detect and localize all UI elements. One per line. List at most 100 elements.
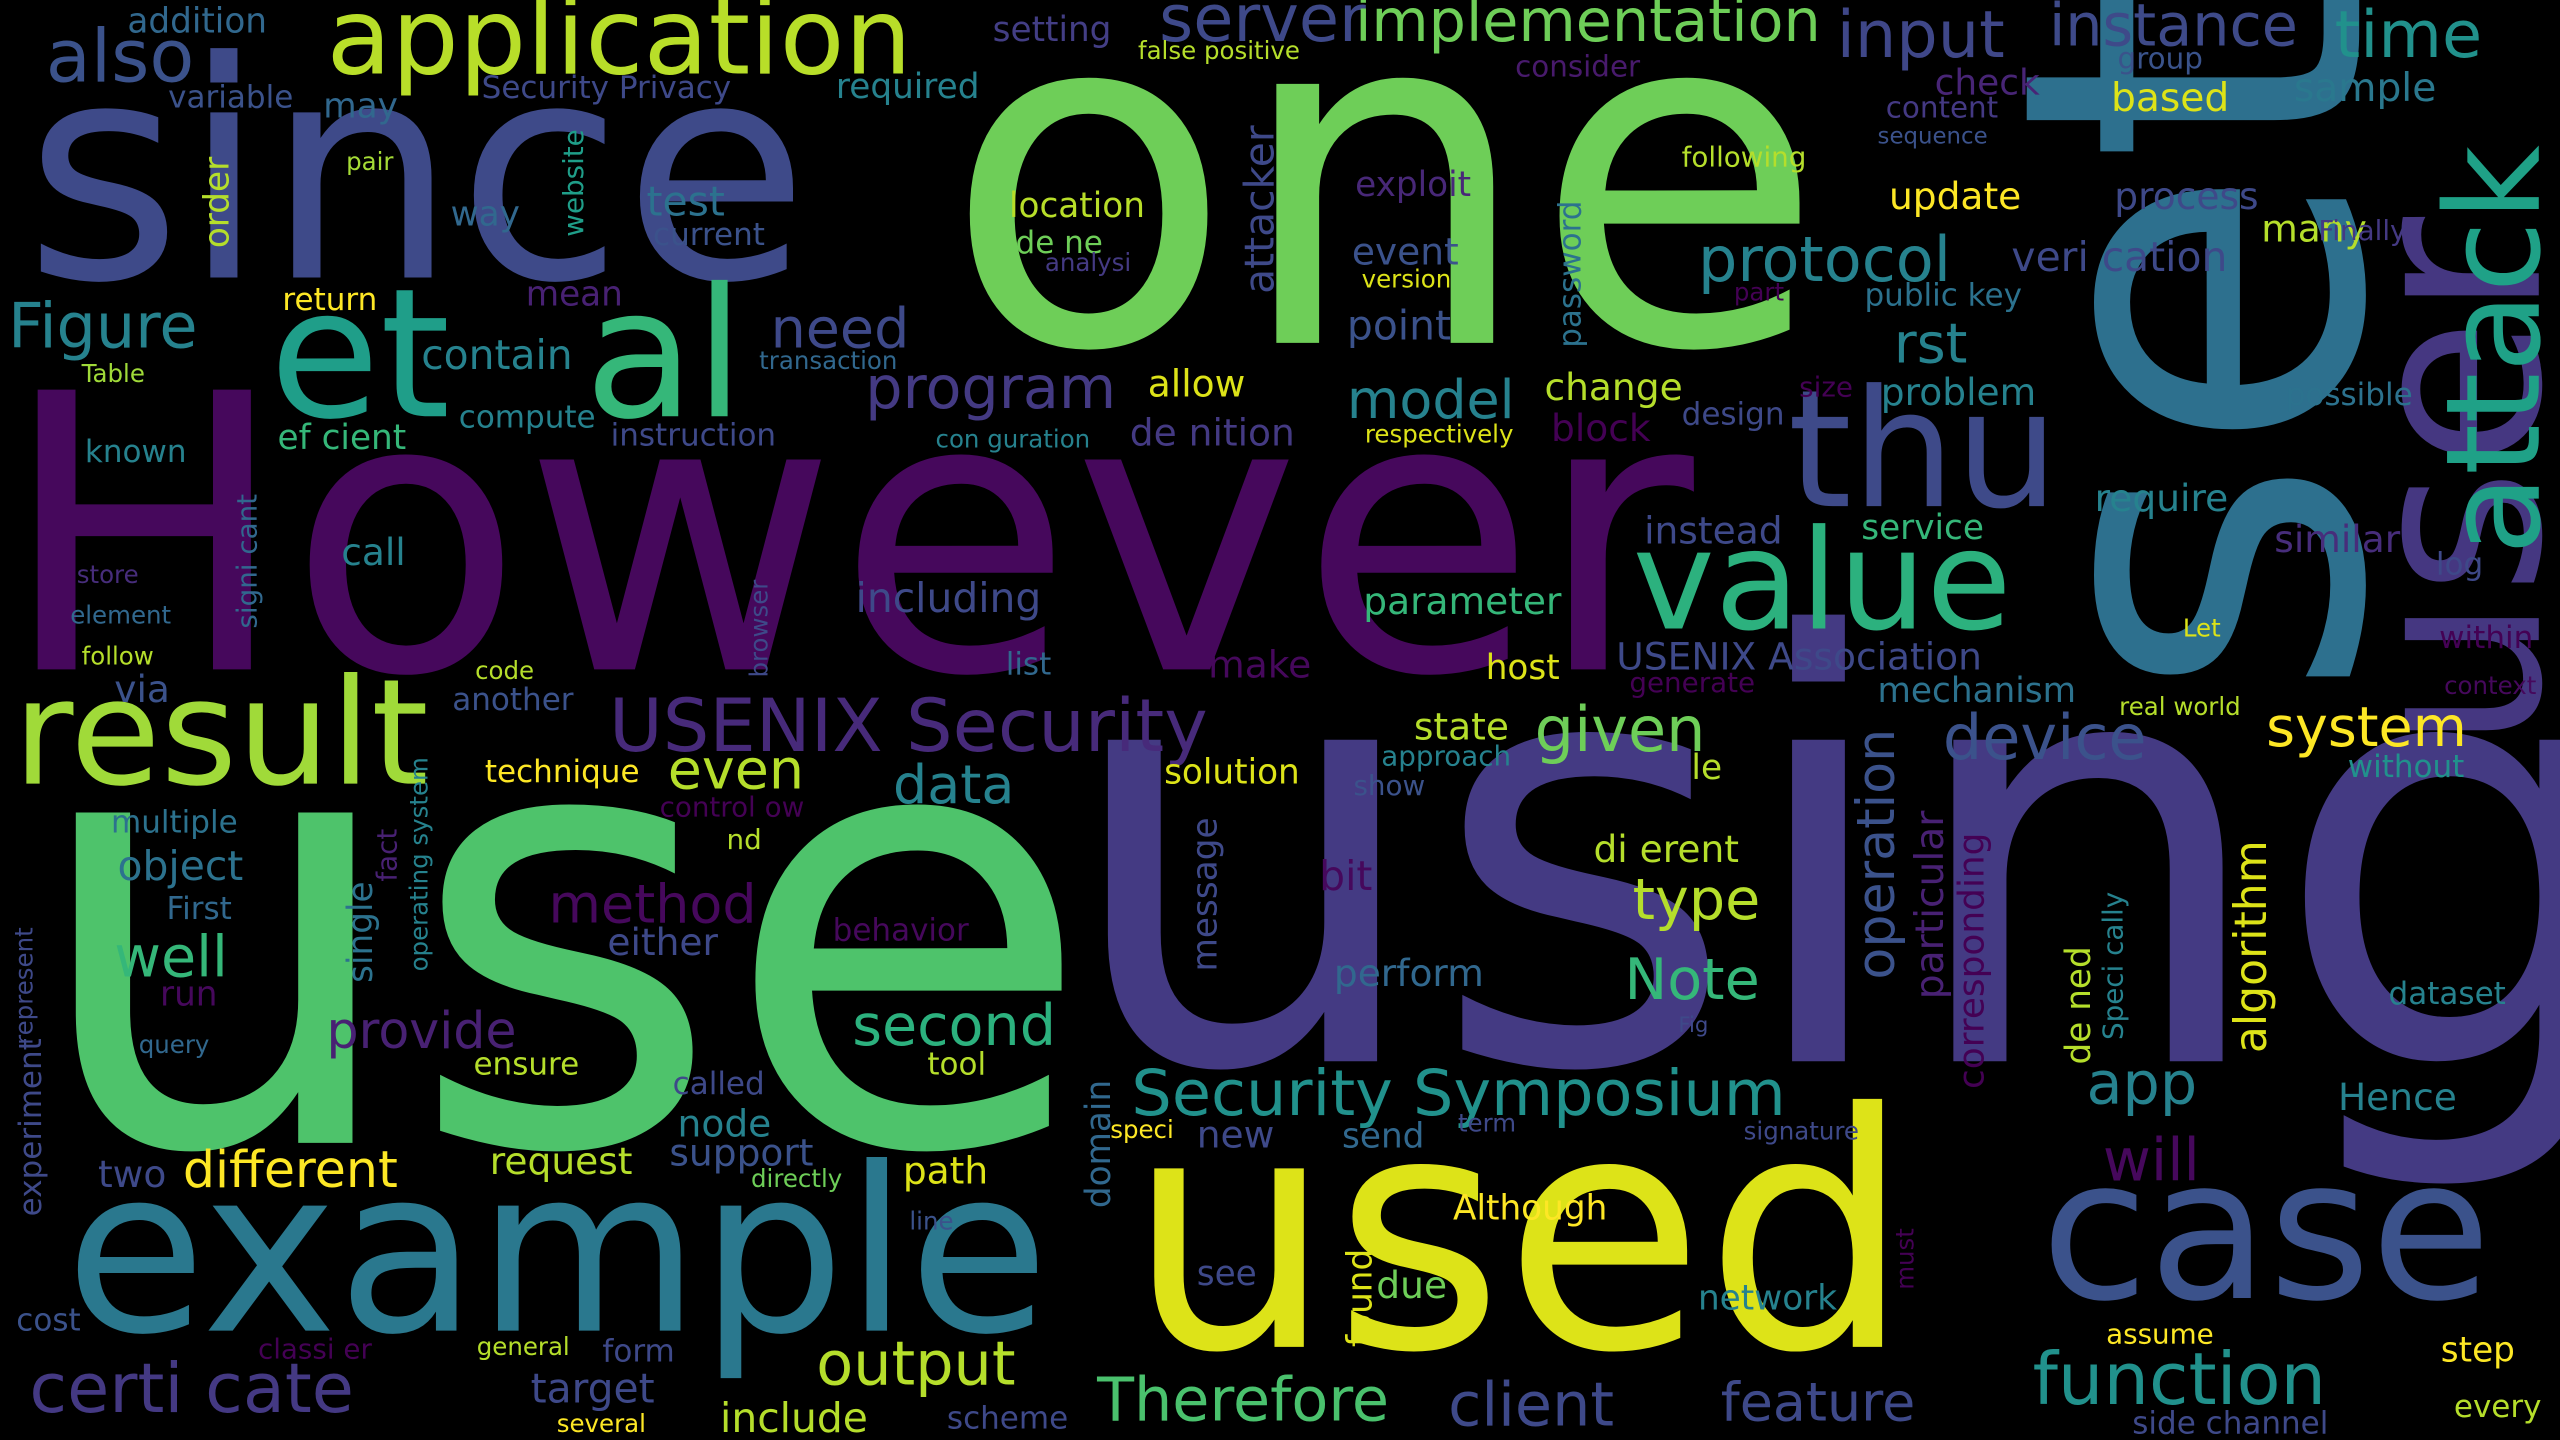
word: function bbox=[2033, 1337, 2326, 1421]
word: le bbox=[1691, 748, 1722, 788]
word: Figure bbox=[8, 290, 197, 363]
word: sequence bbox=[1878, 124, 1988, 150]
word: represent bbox=[10, 927, 39, 1045]
word: website bbox=[557, 129, 590, 237]
word: pair bbox=[346, 147, 394, 176]
word: de ne bbox=[1016, 225, 1103, 261]
word: cost bbox=[16, 1303, 80, 1339]
word: generate bbox=[1629, 666, 1755, 699]
word: block bbox=[1551, 406, 1651, 450]
word: consider bbox=[1515, 50, 1641, 84]
word: will bbox=[2103, 1125, 2200, 1194]
word: well bbox=[114, 924, 228, 990]
word: Fig bbox=[1678, 1013, 1708, 1038]
word: USENIX Association bbox=[1616, 634, 1982, 678]
word: Security Symposium bbox=[1131, 1057, 1785, 1131]
word: contain bbox=[421, 331, 572, 379]
word: may bbox=[323, 87, 398, 127]
word: rst bbox=[1894, 311, 1968, 376]
word: due bbox=[1376, 1263, 1447, 1307]
word: process bbox=[2114, 174, 2258, 218]
word: either bbox=[607, 920, 718, 964]
word: USENIX Security bbox=[609, 684, 1208, 769]
word: support bbox=[669, 1131, 813, 1175]
word: con guration bbox=[936, 424, 1091, 453]
word: program bbox=[865, 353, 1116, 422]
word: store bbox=[77, 560, 139, 589]
word: Finally bbox=[2318, 214, 2406, 247]
word: de ned bbox=[2059, 946, 2099, 1064]
word: Let bbox=[2183, 614, 2221, 643]
word: signi cant bbox=[230, 494, 263, 629]
word: transaction bbox=[759, 346, 897, 375]
word: update bbox=[1889, 174, 2021, 218]
word: client bbox=[1448, 1370, 1614, 1440]
word: bit bbox=[1319, 852, 1372, 900]
word: control ow bbox=[660, 790, 805, 823]
word: approach bbox=[1381, 740, 1511, 773]
word: nd bbox=[727, 823, 762, 856]
word: fact bbox=[371, 829, 404, 882]
word: use bbox=[24, 583, 1093, 1286]
word: problem bbox=[1881, 370, 2036, 414]
word: type bbox=[1633, 867, 1761, 933]
word: assume bbox=[2106, 1318, 2214, 1351]
word: list bbox=[1006, 646, 1052, 682]
word: since bbox=[24, 0, 809, 350]
word: thu bbox=[1788, 354, 2059, 545]
word: Note bbox=[1624, 947, 1759, 1013]
word: path bbox=[903, 1149, 988, 1193]
word: return bbox=[282, 282, 377, 318]
word: tool bbox=[927, 1046, 986, 1082]
word: domain bbox=[1079, 1080, 1119, 1208]
word: multiple bbox=[111, 805, 238, 841]
word: al bbox=[584, 250, 744, 459]
word: system bbox=[2266, 695, 2467, 760]
word: server bbox=[1159, 0, 1366, 57]
word: form bbox=[602, 1334, 674, 1370]
word: even bbox=[668, 738, 804, 803]
word: network bbox=[1698, 1278, 1837, 1318]
word: via bbox=[114, 667, 170, 711]
word: set bbox=[1920, 0, 2471, 702]
word: see bbox=[1197, 1254, 1257, 1294]
word: context bbox=[2444, 671, 2537, 700]
word: time bbox=[2335, 0, 2483, 73]
word: user bbox=[2312, 217, 2560, 751]
word: case bbox=[2041, 1117, 2491, 1345]
word: design bbox=[1682, 396, 1785, 432]
word: target bbox=[531, 1364, 655, 1412]
word: ef cient bbox=[278, 418, 407, 458]
word: instruction bbox=[611, 418, 776, 454]
word: show bbox=[1353, 769, 1425, 802]
word: particular bbox=[1908, 810, 1953, 999]
word: analysi bbox=[1045, 248, 1131, 277]
word: node bbox=[678, 1101, 772, 1145]
word: browser bbox=[744, 579, 773, 678]
word: application bbox=[327, 0, 912, 99]
word: second bbox=[852, 993, 1056, 1059]
word: certi cate bbox=[29, 1349, 354, 1429]
word: input bbox=[1837, 0, 2005, 73]
word: make bbox=[1208, 643, 1311, 687]
word: without bbox=[2348, 749, 2465, 785]
word: change bbox=[1544, 365, 1682, 409]
word: parameter bbox=[1363, 579, 1562, 623]
word: technique bbox=[485, 754, 640, 790]
word: based bbox=[2111, 76, 2229, 121]
word: single bbox=[341, 881, 381, 982]
word: test bbox=[647, 178, 725, 226]
word: using bbox=[1058, 515, 2560, 1200]
word: within bbox=[2439, 620, 2533, 656]
word: classi er bbox=[258, 1332, 372, 1365]
word: attacker bbox=[1235, 125, 1283, 294]
word: respectively bbox=[1365, 419, 1514, 448]
word: signature bbox=[1744, 1117, 1859, 1146]
word: found bbox=[1340, 1249, 1380, 1347]
word: veri cation bbox=[2011, 233, 2227, 281]
word: exploit bbox=[1355, 165, 1471, 205]
word: app bbox=[2087, 1049, 2198, 1118]
word: required bbox=[836, 67, 980, 107]
word: used bbox=[1127, 1045, 1912, 1425]
word: version bbox=[1362, 264, 1452, 293]
